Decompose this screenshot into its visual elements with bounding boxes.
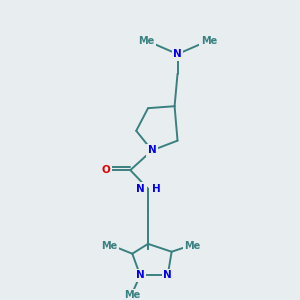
Text: N: N [136,270,145,280]
Text: Me: Me [184,241,200,251]
Text: N: N [173,49,182,59]
Text: Me: Me [201,36,217,46]
Text: Me: Me [102,241,118,251]
Text: N: N [163,270,172,280]
Text: O: O [101,165,110,175]
Text: Me: Me [124,290,140,300]
Text: H: H [152,184,160,194]
Text: N: N [136,184,145,194]
Text: Me: Me [138,36,154,46]
Text: N: N [148,146,156,155]
